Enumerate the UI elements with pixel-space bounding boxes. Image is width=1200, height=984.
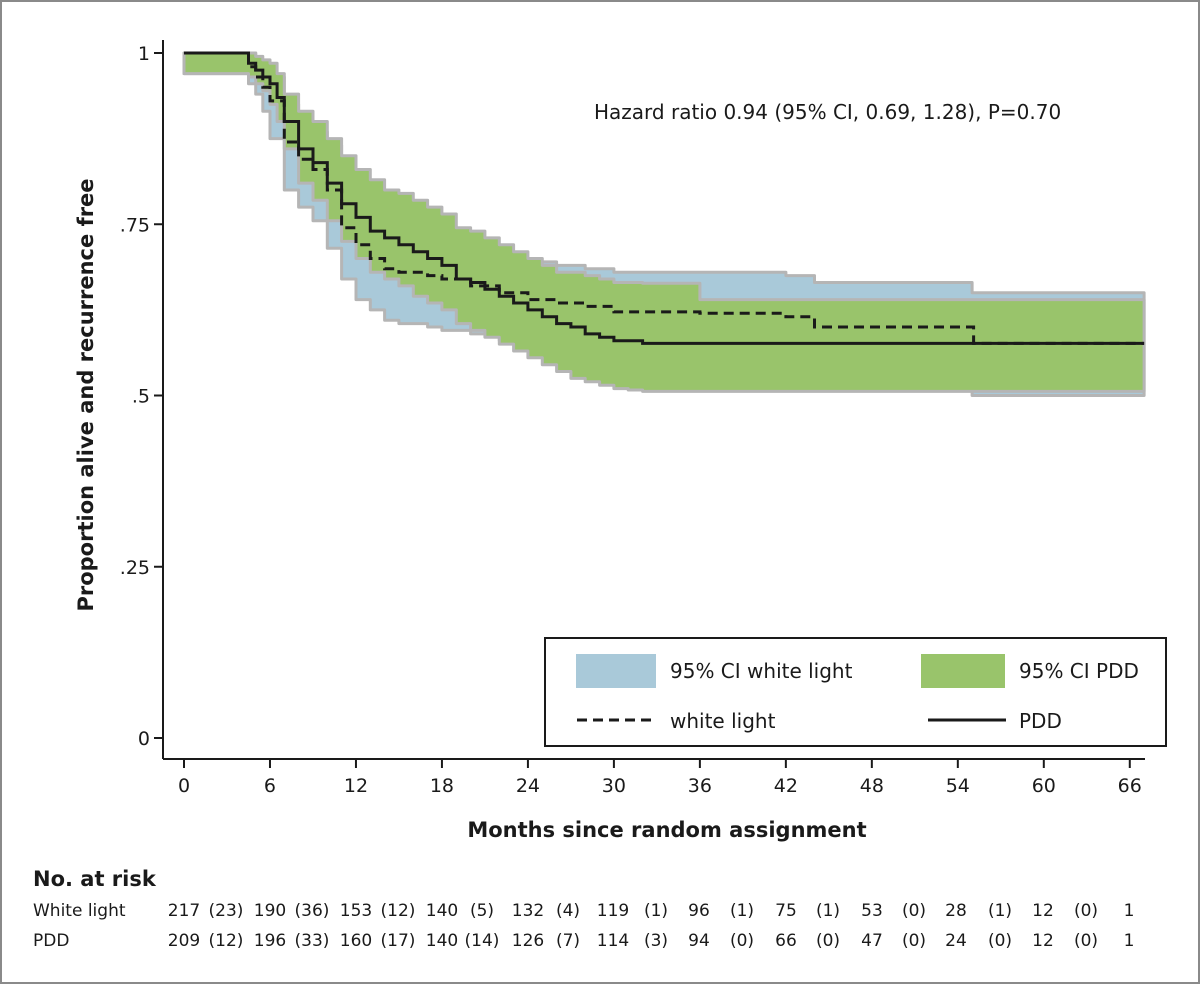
- risk-cell-pdd: (33): [295, 931, 330, 951]
- risk-cell-white-light: (5): [470, 901, 494, 921]
- risk-cell-white-light: (4): [556, 901, 580, 921]
- risk-cell-white-light: 190: [254, 901, 286, 921]
- x-tick-label: 0: [178, 775, 190, 797]
- risk-cell-white-light: 153: [340, 901, 372, 921]
- risk-cell-white-light: (23): [209, 901, 244, 921]
- x-axis-title: Months since random assignment: [467, 818, 866, 842]
- legend-label-ci-pdd: 95% CI PDD: [1019, 659, 1139, 683]
- risk-row-label-white-light: White light: [33, 901, 126, 921]
- risk-cell-pdd: 126: [512, 931, 544, 951]
- risk-cell-pdd: 114: [597, 931, 629, 951]
- risk-cell-white-light: 53: [861, 901, 883, 921]
- y-tick-label: .25: [120, 557, 150, 579]
- survival-curves: [184, 51, 1145, 345]
- x-tick-label: 48: [860, 775, 884, 797]
- x-tick-label: 18: [430, 775, 454, 797]
- legend: 95% CI white light 95% CI PDD white ligh…: [544, 637, 1167, 747]
- risk-cell-white-light: 140: [426, 901, 458, 921]
- x-tick-label: 54: [946, 775, 970, 797]
- axes: 0 .25 .5 .75 1 0 6 12 18 24 30 36 42 48 54 60 66: [120, 40, 1145, 797]
- risk-cell-pdd: 94: [688, 931, 710, 951]
- curve-pdd: [184, 51, 1145, 345]
- risk-cell-pdd: (0): [1074, 931, 1098, 951]
- x-tick-label: 6: [264, 775, 276, 797]
- risk-cell-white-light: (1): [730, 901, 754, 921]
- risk-cell-pdd: 47: [861, 931, 883, 951]
- risk-cell-white-light: 12: [1032, 901, 1054, 921]
- risk-cell-pdd: (0): [816, 931, 840, 951]
- y-axis-title: Proportion alive and recurrence free: [74, 178, 98, 611]
- risk-cell-white-light: 132: [512, 901, 544, 921]
- risk-cell-white-light: 1: [1124, 901, 1135, 921]
- risk-cell-pdd: (0): [730, 931, 754, 951]
- risk-cell-white-light: (0): [902, 901, 926, 921]
- risk-row-label-pdd: PDD: [33, 931, 69, 951]
- risk-cell-white-light: (36): [295, 901, 330, 921]
- y-tick-label: .5: [132, 386, 150, 408]
- risk-cell-white-light: 28: [945, 901, 967, 921]
- risk-table: No. at risk White light PDD 217 (23) 190 (3…: [33, 867, 1134, 951]
- risk-cell-pdd: 1: [1124, 931, 1135, 951]
- risk-cell-pdd: (17): [381, 931, 416, 951]
- hazard-ratio-annotation: Hazard ratio 0.94 (95% CI, 0.69, 1.28), …: [594, 100, 1061, 124]
- x-tick-label: 30: [602, 775, 626, 797]
- risk-cell-pdd: 160: [340, 931, 372, 951]
- legend-label-ci-white-light: 95% CI white light: [670, 659, 853, 683]
- risk-cell-white-light: 75: [775, 901, 797, 921]
- risk-cell-pdd: (3): [644, 931, 668, 951]
- curve-white-light: [184, 51, 1145, 345]
- x-tick-label: 12: [344, 775, 368, 797]
- risk-cell-pdd: 140: [426, 931, 458, 951]
- risk-cell-pdd: (7): [556, 931, 580, 951]
- risk-cell-white-light: 119: [597, 901, 629, 921]
- legend-label-white-light: white light: [670, 709, 776, 733]
- risk-cell-pdd: (14): [465, 931, 500, 951]
- risk-cell-white-light: (12): [381, 901, 416, 921]
- legend-label-pdd: PDD: [1019, 709, 1062, 733]
- risk-cell-pdd: (12): [209, 931, 244, 951]
- risk-cell-pdd: (0): [902, 931, 926, 951]
- risk-cell-pdd: 196: [254, 931, 286, 951]
- risk-cell-pdd: 24: [945, 931, 967, 951]
- x-tick-label: 24: [516, 775, 540, 797]
- x-tick-label: 36: [688, 775, 712, 797]
- risk-cell-white-light: (0): [1074, 901, 1098, 921]
- x-tick-label: 42: [774, 775, 798, 797]
- risk-table-title: No. at risk: [33, 867, 157, 891]
- risk-cell-white-light: (1): [816, 901, 840, 921]
- risk-cell-white-light: 217: [168, 901, 200, 921]
- risk-cell-pdd: 209: [168, 931, 200, 951]
- y-tick-label: 0: [138, 728, 150, 750]
- risk-cell-white-light: (1): [644, 901, 668, 921]
- legend-swatch-ci-white-light: [576, 654, 656, 688]
- legend-swatch-ci-pdd: [921, 654, 1005, 688]
- y-tick-label: 1: [138, 43, 150, 65]
- y-tick-label: .75: [120, 214, 150, 236]
- risk-cell-white-light: (1): [988, 901, 1012, 921]
- risk-cell-pdd: (0): [988, 931, 1012, 951]
- risk-cell-pdd: 66: [775, 931, 797, 951]
- risk-cell-pdd: 12: [1032, 931, 1054, 951]
- x-tick-label: 66: [1118, 775, 1142, 797]
- x-tick-label: 60: [1032, 775, 1056, 797]
- risk-cell-white-light: 96: [688, 901, 710, 921]
